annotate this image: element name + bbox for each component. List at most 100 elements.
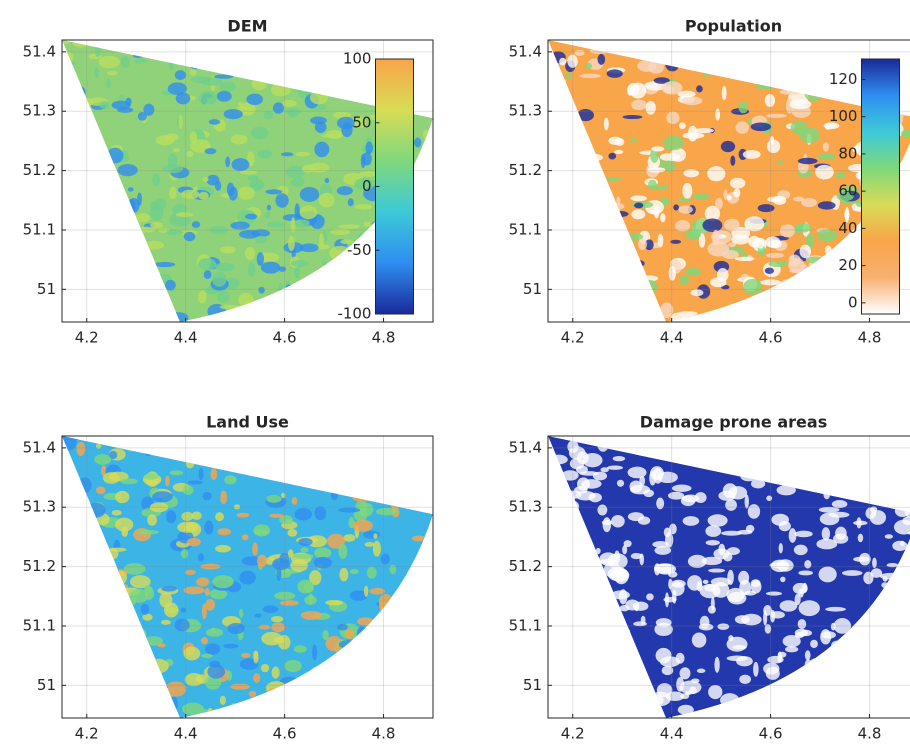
texture bbox=[702, 557, 722, 565]
texture bbox=[157, 643, 165, 647]
x-tick-label: 4.2 bbox=[561, 725, 585, 743]
chart-title: Damage prone areas bbox=[640, 413, 827, 432]
texture bbox=[604, 118, 609, 131]
texture bbox=[613, 456, 625, 461]
figure: 4.24.44.64.85151.151.251.351.4DEM-100-50… bbox=[0, 0, 910, 744]
texture bbox=[725, 499, 737, 511]
texture bbox=[676, 198, 691, 202]
texture bbox=[154, 262, 175, 267]
texture bbox=[579, 471, 598, 476]
texture bbox=[253, 650, 258, 663]
texture bbox=[284, 660, 302, 672]
y-tick-label: 51.4 bbox=[509, 42, 542, 60]
texture bbox=[718, 544, 725, 555]
texture bbox=[363, 221, 371, 227]
texture bbox=[818, 154, 836, 160]
texture bbox=[220, 246, 236, 253]
texture bbox=[370, 588, 385, 595]
texture bbox=[343, 534, 355, 542]
texture bbox=[107, 71, 118, 76]
texture bbox=[631, 553, 643, 559]
texture bbox=[199, 91, 217, 104]
texture bbox=[134, 59, 147, 64]
texture bbox=[685, 268, 701, 276]
texture bbox=[731, 234, 749, 244]
texture bbox=[181, 549, 188, 559]
texture bbox=[205, 588, 210, 596]
texture bbox=[777, 160, 784, 164]
texture bbox=[292, 497, 298, 505]
texture bbox=[859, 553, 871, 566]
texture bbox=[201, 637, 208, 644]
texture bbox=[743, 150, 761, 159]
texture bbox=[721, 141, 735, 152]
texture bbox=[161, 586, 176, 591]
texture bbox=[312, 645, 317, 661]
texture bbox=[298, 538, 312, 546]
texture bbox=[779, 521, 791, 531]
texture bbox=[608, 153, 616, 160]
texture bbox=[210, 468, 217, 480]
texture bbox=[727, 547, 740, 555]
texture bbox=[287, 529, 297, 537]
texture bbox=[892, 541, 907, 551]
texture bbox=[308, 163, 329, 173]
texture bbox=[714, 657, 719, 673]
texture bbox=[238, 186, 255, 199]
texture bbox=[138, 112, 147, 121]
texture bbox=[152, 174, 160, 187]
texture bbox=[766, 496, 772, 502]
texture bbox=[597, 504, 607, 515]
texture bbox=[715, 108, 720, 120]
texture bbox=[252, 542, 258, 555]
texture bbox=[730, 155, 735, 165]
texture bbox=[300, 187, 319, 202]
texture bbox=[217, 91, 232, 102]
texture bbox=[630, 83, 646, 99]
texture bbox=[622, 545, 627, 554]
texture bbox=[217, 290, 229, 303]
texture bbox=[376, 508, 397, 516]
texture bbox=[619, 589, 627, 604]
texture bbox=[253, 673, 260, 683]
texture bbox=[783, 635, 801, 647]
texture bbox=[682, 495, 699, 503]
texture bbox=[255, 236, 268, 243]
texture bbox=[735, 122, 749, 134]
texture bbox=[649, 471, 656, 486]
x-tick-label: 4.8 bbox=[858, 329, 882, 347]
texture bbox=[215, 545, 231, 553]
texture bbox=[780, 224, 795, 237]
texture bbox=[691, 679, 700, 684]
texture bbox=[202, 177, 208, 182]
texture bbox=[322, 630, 329, 640]
texture bbox=[168, 82, 187, 95]
texture bbox=[697, 669, 706, 673]
texture bbox=[663, 136, 684, 151]
texture bbox=[220, 82, 236, 92]
texture bbox=[744, 216, 764, 231]
texture bbox=[373, 533, 377, 539]
texture bbox=[638, 239, 647, 250]
texture bbox=[870, 510, 886, 525]
texture bbox=[182, 485, 193, 495]
texture bbox=[225, 157, 230, 168]
texture bbox=[325, 178, 330, 183]
panel: 4.24.44.64.85151.151.251.351.4Damage pro… bbox=[509, 413, 910, 743]
texture bbox=[821, 631, 836, 638]
texture bbox=[94, 67, 99, 78]
texture bbox=[301, 611, 322, 620]
texture bbox=[295, 152, 310, 157]
texture bbox=[842, 570, 863, 576]
colorbar-tick-label: 20 bbox=[838, 256, 857, 274]
texture bbox=[319, 233, 324, 246]
texture bbox=[257, 252, 264, 266]
x-tick-label: 4.4 bbox=[660, 725, 684, 743]
texture bbox=[660, 153, 681, 161]
texture bbox=[788, 255, 800, 267]
colorbar bbox=[375, 59, 413, 314]
texture bbox=[710, 277, 726, 287]
texture bbox=[691, 289, 704, 296]
texture bbox=[688, 126, 698, 142]
texture bbox=[798, 570, 813, 575]
